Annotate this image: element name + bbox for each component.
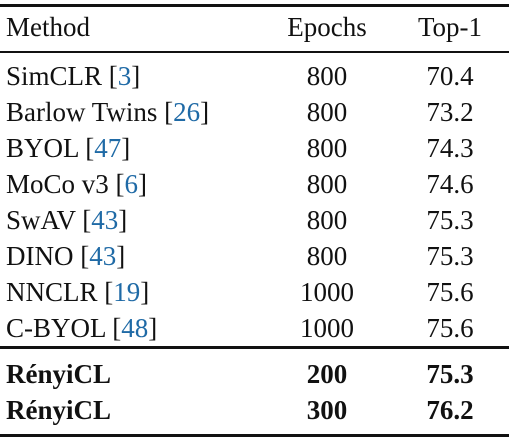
citation-link[interactable]: 26 <box>173 97 201 127</box>
epochs-cell: 1000 <box>300 277 354 307</box>
top1-cell: 74.6 <box>426 169 474 199</box>
table-row: Barlow Twins [26] 800 73.2 <box>0 93 509 132</box>
epochs-cell: 1000 <box>300 313 354 343</box>
table-row: MoCo v3 [6] 800 74.6 <box>0 165 509 204</box>
citation-link[interactable]: 43 <box>91 205 119 235</box>
top1-cell: 75.6 <box>426 277 474 307</box>
method-name: C-BYOL <box>6 313 106 343</box>
table-row: BYOL [47] 800 74.3 <box>0 129 509 168</box>
method-name: SwAV <box>6 205 76 235</box>
epochs-cell: 800 <box>306 61 348 91</box>
highlight-row: RényiCL 200 75.3 <box>0 355 509 394</box>
method-cell: NNCLR [19] <box>6 277 150 307</box>
header-top1: Top-1 <box>417 12 483 42</box>
top1-cell: 75.3 <box>426 359 474 389</box>
method-name: SimCLR <box>6 61 103 91</box>
method-cell: SimCLR [3] <box>6 61 141 91</box>
top1-cell: 75.3 <box>426 241 474 271</box>
citation-link[interactable]: 48 <box>121 313 149 343</box>
epochs-cell: 200 <box>306 359 348 389</box>
header-epochs: Epochs <box>287 12 367 42</box>
top1-cell: 75.3 <box>426 205 474 235</box>
method-cell: Barlow Twins [26] <box>6 97 210 127</box>
citation-link[interactable]: 6 <box>124 169 139 199</box>
top-rule <box>0 4 509 7</box>
method-cell: BYOL [47] <box>6 133 131 163</box>
table-row: DINO [43] 800 75.3 <box>0 237 509 276</box>
table-row: SwAV [43] 800 75.3 <box>0 201 509 240</box>
method-cell: RényiCL <box>6 395 112 425</box>
highlight-row: RényiCL 300 76.2 <box>0 391 509 430</box>
epochs-cell: 800 <box>306 169 348 199</box>
group-separator-rule <box>0 346 509 349</box>
epochs-cell: 800 <box>306 133 348 163</box>
method-name: DINO <box>6 241 74 271</box>
citation-link[interactable]: 43 <box>89 241 117 271</box>
citation-link[interactable]: 19 <box>113 277 141 307</box>
epochs-cell: 800 <box>306 241 348 271</box>
method-name: MoCo v3 <box>6 169 109 199</box>
method-cell: MoCo v3 [6] <box>6 169 148 199</box>
top1-cell: 75.6 <box>426 313 474 343</box>
method-cell: SwAV [43] <box>6 205 128 235</box>
epochs-cell: 800 <box>306 205 348 235</box>
table-row: C-BYOL [48] 1000 75.6 <box>0 309 509 348</box>
method-name: BYOL <box>6 133 79 163</box>
method-name: NNCLR <box>6 277 98 307</box>
citation-link[interactable]: 3 <box>117 61 132 91</box>
header-method: Method <box>6 12 90 42</box>
citation-link[interactable]: 47 <box>94 133 122 163</box>
top1-cell: 76.2 <box>426 395 474 425</box>
method-cell: C-BYOL [48] <box>6 313 158 343</box>
top1-cell: 74.3 <box>426 133 474 163</box>
method-cell: DINO [43] <box>6 241 126 271</box>
bottom-rule <box>0 434 509 437</box>
table-row: SimCLR [3] 800 70.4 <box>0 57 509 96</box>
top1-cell: 70.4 <box>426 61 474 91</box>
top1-cell: 73.2 <box>426 97 474 127</box>
epochs-cell: 800 <box>306 97 348 127</box>
epochs-cell: 300 <box>306 395 348 425</box>
header-row: Method Epochs Top-1 <box>0 8 509 47</box>
method-name: Barlow Twins <box>6 97 158 127</box>
method-cell: RényiCL <box>6 359 112 389</box>
header-rule <box>0 51 509 53</box>
table-row: NNCLR [19] 1000 75.6 <box>0 273 509 312</box>
